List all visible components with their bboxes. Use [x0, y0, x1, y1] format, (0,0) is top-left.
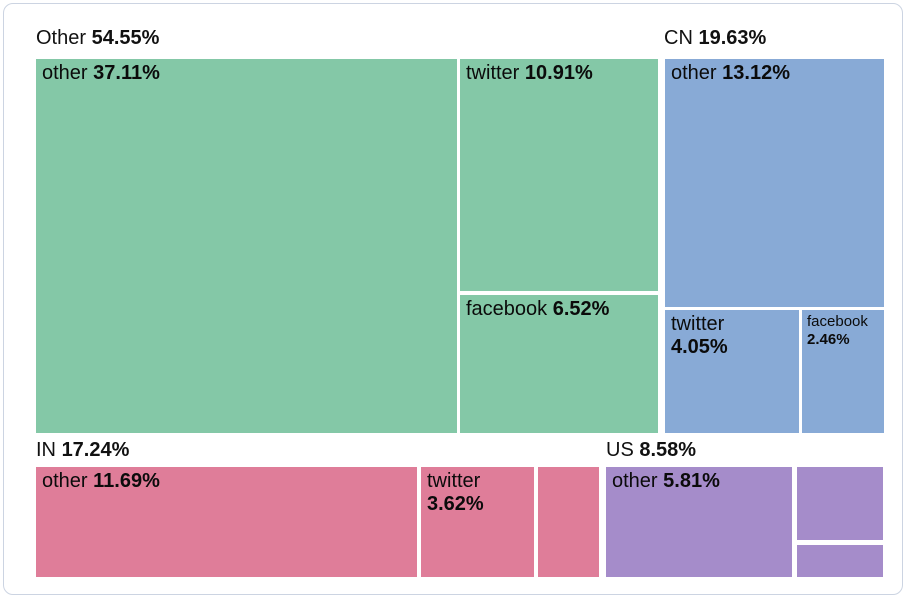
cell-label: other [612, 470, 658, 492]
group-name: Other [36, 27, 87, 49]
cell-us-other[interactable]: other 5.81% [606, 467, 792, 577]
group-label-other: Other 54.55% [36, 27, 159, 49]
cell-label: other [42, 62, 88, 84]
group-label-in: IN 17.24% [36, 439, 129, 461]
group-pct: 8.58% [639, 439, 697, 461]
group-name: US [606, 439, 634, 461]
cell-cn-twitter[interactable]: twitter 4.05% [665, 310, 799, 433]
treemap: Other 54.55% CN 19.63% IN 17.24% US 8.58… [4, 4, 902, 594]
cell-in-other[interactable]: other 11.69% [36, 467, 417, 577]
cell-label: twitter [466, 62, 520, 84]
cell-pct: 4.05% [671, 336, 728, 358]
cell-us-3[interactable] [797, 545, 883, 577]
cell-cn-facebook[interactable]: facebook 2.46% [802, 310, 884, 433]
cell-pct: 13.12% [722, 62, 790, 84]
cell-other-other[interactable]: other 37.11% [36, 59, 457, 433]
cell-pct: 5.81% [663, 470, 720, 492]
cell-pct: 11.69% [93, 470, 160, 492]
cell-other-twitter[interactable]: twitter 10.91% [460, 59, 658, 291]
group-name: IN [36, 439, 56, 461]
group-pct: 17.24% [61, 439, 130, 461]
group-label-us: US 8.58% [606, 439, 696, 461]
cell-label: twitter [427, 470, 481, 492]
treemap-card: Other 54.55% CN 19.63% IN 17.24% US 8.58… [3, 3, 903, 595]
group-pct: 54.55% [91, 27, 160, 49]
cell-label: other [42, 470, 88, 492]
cell-cn-other[interactable]: other 13.12% [665, 59, 884, 307]
cell-in-3[interactable] [538, 467, 599, 577]
group-pct: 19.63% [698, 27, 767, 49]
cell-pct: 2.46% [807, 331, 850, 348]
cell-pct: 3.62% [427, 493, 484, 515]
group-label-cn: CN 19.63% [664, 27, 766, 49]
cell-in-twitter[interactable]: twitter 3.62% [421, 467, 534, 577]
cell-other-facebook[interactable]: facebook 6.52% [460, 295, 658, 433]
cell-pct: 37.11% [93, 62, 160, 84]
cell-label: twitter [671, 313, 725, 335]
group-name: CN [664, 27, 693, 49]
cell-label: facebook [807, 313, 868, 330]
cell-label: facebook [466, 298, 548, 320]
cell-pct: 6.52% [552, 298, 610, 320]
cell-label: other [671, 62, 717, 84]
cell-pct: 10.91% [524, 62, 593, 84]
cell-us-2[interactable] [797, 467, 883, 540]
